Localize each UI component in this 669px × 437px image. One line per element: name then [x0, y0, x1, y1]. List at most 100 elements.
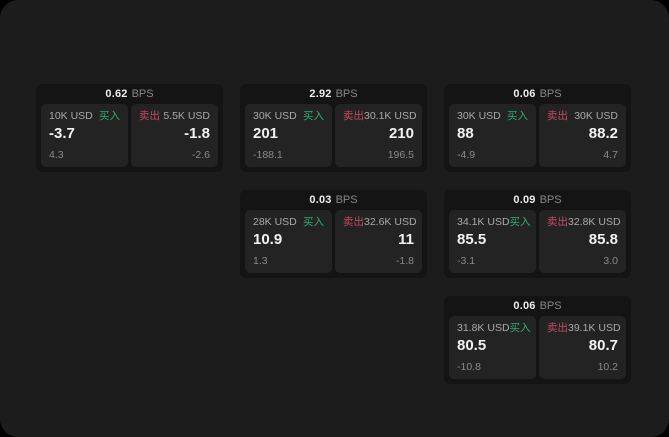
sell-panel[interactable]: 卖出 32.8K USD 85.8 3.0 [539, 210, 626, 273]
bps-value: 0.06 [513, 88, 536, 100]
buy-side-label: 买入 [99, 110, 120, 122]
buy-amount-label: 30K USD [253, 110, 297, 122]
quote-card: 2.92 BPS 30K USD 买入 201 -188.1 卖出 30.1K … [240, 84, 427, 172]
buy-panel-top: 30K USD 买入 [457, 110, 528, 122]
sell-amount-label: 32.6K USD [364, 216, 417, 228]
buy-panel[interactable]: 30K USD 买入 88 -4.9 [449, 104, 536, 167]
buy-sub-value: -4.9 [457, 149, 476, 161]
buy-side-label: 买入 [303, 110, 324, 122]
buy-panel[interactable]: 10K USD 买入 -3.7 4.3 [41, 104, 128, 167]
bps-header: 0.09 BPS [449, 190, 626, 210]
quote-panels: 31.8K USD 买入 80.5 -10.8 卖出 39.1K USD 80.… [449, 316, 626, 379]
sell-price-value: 85.8 [588, 231, 618, 248]
bps-unit-label: BPS [539, 300, 562, 312]
sell-panel[interactable]: 卖出 30K USD 88.2 4.7 [539, 104, 626, 167]
sell-panel-top: 卖出 32.8K USD [547, 216, 621, 228]
buy-panel[interactable]: 28K USD 买入 10.9 1.3 [245, 210, 332, 273]
buy-sub-value: -10.8 [457, 361, 481, 373]
quote-card: 0.03 BPS 28K USD 买入 10.9 1.3 卖出 32.6K US… [240, 190, 427, 278]
buy-sub-value: -3.1 [457, 255, 476, 267]
buy-price-value: 85.5 [457, 231, 487, 248]
buy-panel-top: 10K USD 买入 [49, 110, 120, 122]
bps-value: 0.62 [105, 88, 128, 100]
bps-unit-label: BPS [539, 194, 562, 206]
bps-unit-label: BPS [335, 194, 358, 206]
buy-price-value: 88 [457, 125, 474, 142]
quote-panels: 28K USD 买入 10.9 1.3 卖出 32.6K USD 11 -1.8 [245, 210, 422, 273]
buy-panel[interactable]: 34.1K USD 买入 85.5 -3.1 [449, 210, 536, 273]
sell-side-label: 卖出 [547, 216, 568, 228]
sell-panel-top: 卖出 32.6K USD [343, 216, 417, 228]
quote-panels: 10K USD 买入 -3.7 4.3 卖出 5.5K USD -1.8 -2.… [41, 104, 218, 167]
quote-card: 0.09 BPS 34.1K USD 买入 85.5 -3.1 卖出 32.8K… [444, 190, 631, 278]
sell-amount-label: 39.1K USD [568, 322, 621, 334]
bps-header: 2.92 BPS [245, 84, 422, 104]
sell-panel-top: 卖出 5.5K USD [139, 110, 210, 122]
quote-panels: 30K USD 买入 88 -4.9 卖出 30K USD 88.2 4.7 [449, 104, 626, 167]
bps-value: 0.03 [309, 194, 332, 206]
sell-panel-top: 卖出 30.1K USD [343, 110, 417, 122]
buy-panel-top: 30K USD 买入 [253, 110, 324, 122]
sell-side-label: 卖出 [343, 216, 364, 228]
sell-side-label: 卖出 [547, 110, 568, 122]
sell-side-label: 卖出 [139, 110, 160, 122]
bps-value: 0.06 [513, 300, 536, 312]
quote-panels: 30K USD 买入 201 -188.1 卖出 30.1K USD 210 1… [245, 104, 422, 167]
quotes-grid: 0.62 BPS 10K USD 买入 -3.7 4.3 卖出 5.5K USD… [36, 84, 631, 384]
buy-side-label: 买入 [507, 110, 528, 122]
buy-panel[interactable]: 30K USD 买入 201 -188.1 [245, 104, 332, 167]
sell-side-label: 卖出 [343, 110, 364, 122]
buy-price-value: -3.7 [49, 125, 75, 142]
buy-amount-label: 34.1K USD [457, 216, 510, 228]
buy-panel-top: 28K USD 买入 [253, 216, 324, 228]
buy-price-value: 80.5 [457, 337, 487, 354]
sell-sub-value: 10.2 [597, 361, 618, 373]
sell-amount-label: 30K USD [574, 110, 618, 122]
bps-header: 0.06 BPS [449, 296, 626, 316]
sell-panel-top: 卖出 39.1K USD [547, 322, 621, 334]
buy-amount-label: 10K USD [49, 110, 93, 122]
buy-side-label: 买入 [303, 216, 324, 228]
bps-header: 0.06 BPS [449, 84, 626, 104]
bps-unit-label: BPS [539, 88, 562, 100]
sell-amount-label: 32.8K USD [568, 216, 621, 228]
buy-sub-value: 1.3 [253, 255, 268, 267]
sell-price-value: 11 [398, 231, 414, 248]
quote-card: 0.62 BPS 10K USD 买入 -3.7 4.3 卖出 5.5K USD… [36, 84, 223, 172]
buy-panel[interactable]: 31.8K USD 买入 80.5 -10.8 [449, 316, 536, 379]
sell-sub-value: 3.0 [603, 255, 618, 267]
buy-price-value: 201 [253, 125, 279, 142]
sell-sub-value: -2.6 [191, 149, 210, 161]
bps-header: 0.03 BPS [245, 190, 422, 210]
sell-sub-value: 4.7 [603, 149, 618, 161]
sell-sub-value: 196.5 [387, 149, 414, 161]
buy-panel-top: 31.8K USD 买入 [457, 322, 531, 334]
buy-amount-label: 28K USD [253, 216, 297, 228]
sell-panel[interactable]: 卖出 39.1K USD 80.7 10.2 [539, 316, 626, 379]
sell-price-value: 80.7 [588, 337, 618, 354]
sell-side-label: 卖出 [547, 322, 568, 334]
buy-sub-value: -188.1 [253, 149, 283, 161]
buy-panel-top: 34.1K USD 买入 [457, 216, 531, 228]
bps-value: 0.09 [513, 194, 536, 206]
sell-price-value: 210 [388, 125, 414, 142]
bps-unit-label: BPS [335, 88, 358, 100]
bps-value: 2.92 [309, 88, 332, 100]
sell-panel[interactable]: 卖出 32.6K USD 11 -1.8 [335, 210, 422, 273]
sell-panel[interactable]: 卖出 30.1K USD 210 196.5 [335, 104, 422, 167]
sell-amount-label: 30.1K USD [364, 110, 417, 122]
sell-panel[interactable]: 卖出 5.5K USD -1.8 -2.6 [131, 104, 218, 167]
sell-panel-top: 卖出 30K USD [547, 110, 618, 122]
bps-header: 0.62 BPS [41, 84, 218, 104]
buy-sub-value: 4.3 [49, 149, 64, 161]
buy-amount-label: 31.8K USD [457, 322, 510, 334]
buy-price-value: 10.9 [253, 231, 283, 248]
buy-side-label: 买入 [509, 322, 531, 334]
sell-sub-value: -1.8 [395, 255, 414, 267]
sell-price-value: -1.8 [184, 125, 210, 142]
bps-unit-label: BPS [131, 88, 154, 100]
buy-amount-label: 30K USD [457, 110, 501, 122]
quote-panels: 34.1K USD 买入 85.5 -3.1 卖出 32.8K USD 85.8… [449, 210, 626, 273]
